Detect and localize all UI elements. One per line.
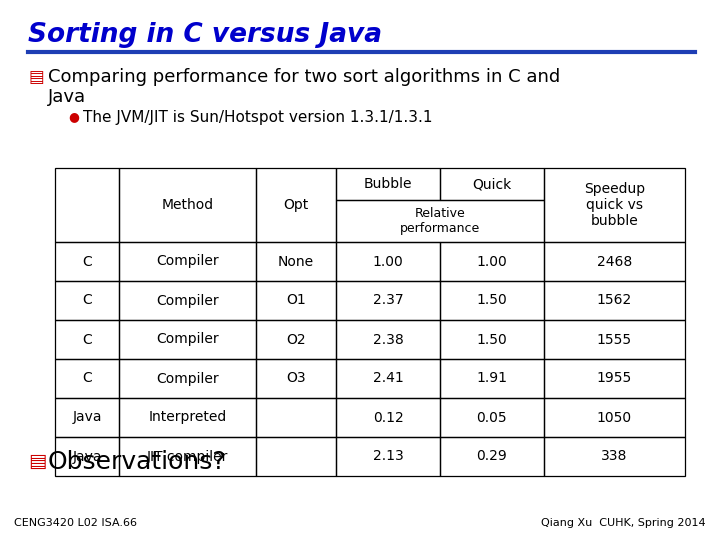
Text: 2.38: 2.38: [373, 333, 404, 347]
Text: JIT compiler: JIT compiler: [147, 449, 228, 463]
Text: ▤: ▤: [28, 452, 46, 471]
Bar: [55, 320, 120, 359]
Bar: [256, 168, 336, 242]
Text: 1555: 1555: [597, 333, 632, 347]
Text: ▤: ▤: [28, 68, 44, 86]
Bar: [336, 200, 544, 242]
Text: Qiang Xu  CUHK, Spring 2014: Qiang Xu CUHK, Spring 2014: [541, 518, 706, 528]
Bar: [120, 398, 256, 437]
Bar: [544, 398, 685, 437]
Text: Speedup
quick vs
bubble: Speedup quick vs bubble: [584, 182, 645, 228]
Text: Relative
performance: Relative performance: [400, 207, 480, 235]
Text: ●: ●: [68, 110, 79, 123]
Bar: [544, 359, 685, 398]
Text: O2: O2: [287, 333, 306, 347]
Bar: [55, 359, 120, 398]
Bar: [440, 398, 544, 437]
Bar: [120, 359, 256, 398]
Text: 1562: 1562: [597, 294, 632, 307]
Text: O1: O1: [287, 294, 306, 307]
Text: 1.50: 1.50: [477, 333, 507, 347]
Text: 1.50: 1.50: [477, 294, 507, 307]
Text: 1050: 1050: [597, 410, 632, 424]
Bar: [120, 281, 256, 320]
Text: C: C: [82, 254, 92, 268]
Text: Bubble: Bubble: [364, 177, 413, 191]
Bar: [55, 398, 120, 437]
Text: None: None: [278, 254, 314, 268]
Bar: [256, 242, 336, 281]
Bar: [256, 398, 336, 437]
Bar: [336, 398, 440, 437]
Text: C: C: [82, 372, 92, 386]
Text: Method: Method: [161, 198, 214, 212]
Text: 1.91: 1.91: [477, 372, 508, 386]
Bar: [440, 359, 544, 398]
Text: 1955: 1955: [597, 372, 632, 386]
Text: Compiler: Compiler: [156, 254, 219, 268]
Text: Quick: Quick: [472, 177, 511, 191]
Bar: [256, 437, 336, 476]
Bar: [256, 320, 336, 359]
Text: Comparing performance for two sort algorithms in C and: Comparing performance for two sort algor…: [48, 68, 560, 86]
Bar: [55, 437, 120, 476]
Text: C: C: [82, 294, 92, 307]
Bar: [336, 168, 440, 200]
Text: 2468: 2468: [597, 254, 632, 268]
Bar: [544, 281, 685, 320]
Text: O3: O3: [287, 372, 306, 386]
Bar: [544, 437, 685, 476]
Text: 0.05: 0.05: [477, 410, 507, 424]
Bar: [120, 242, 256, 281]
Text: Java: Java: [73, 449, 102, 463]
Text: C: C: [82, 333, 92, 347]
Text: Sorting in C versus Java: Sorting in C versus Java: [28, 22, 382, 48]
Text: Java: Java: [48, 88, 86, 106]
Bar: [336, 242, 440, 281]
Bar: [256, 359, 336, 398]
Bar: [336, 437, 440, 476]
Text: Compiler: Compiler: [156, 333, 219, 347]
Text: Interpreted: Interpreted: [148, 410, 227, 424]
Bar: [120, 168, 256, 242]
Text: 338: 338: [601, 449, 628, 463]
Text: 0.12: 0.12: [373, 410, 404, 424]
Bar: [544, 320, 685, 359]
Bar: [336, 320, 440, 359]
Text: Compiler: Compiler: [156, 294, 219, 307]
Bar: [336, 359, 440, 398]
Bar: [440, 320, 544, 359]
Bar: [440, 281, 544, 320]
Bar: [55, 168, 120, 242]
Text: 1.00: 1.00: [373, 254, 404, 268]
Text: 2.37: 2.37: [373, 294, 403, 307]
Text: Compiler: Compiler: [156, 372, 219, 386]
Bar: [120, 437, 256, 476]
Bar: [55, 281, 120, 320]
Bar: [55, 242, 120, 281]
Text: 2.13: 2.13: [373, 449, 404, 463]
Bar: [256, 281, 336, 320]
Bar: [544, 242, 685, 281]
Bar: [440, 242, 544, 281]
Bar: [440, 437, 544, 476]
Text: Observations?: Observations?: [48, 450, 227, 474]
Bar: [120, 320, 256, 359]
Text: CENG3420 L02 ISA.66: CENG3420 L02 ISA.66: [14, 518, 137, 528]
Text: 2.41: 2.41: [373, 372, 404, 386]
Text: Opt: Opt: [284, 198, 309, 212]
Text: 0.29: 0.29: [477, 449, 507, 463]
Text: 1.00: 1.00: [477, 254, 507, 268]
Text: Java: Java: [73, 410, 102, 424]
Bar: [336, 281, 440, 320]
Text: The JVM/JIT is Sun/Hotspot version 1.3.1/1.3.1: The JVM/JIT is Sun/Hotspot version 1.3.1…: [83, 110, 433, 125]
Bar: [544, 168, 685, 242]
Bar: [440, 168, 544, 200]
